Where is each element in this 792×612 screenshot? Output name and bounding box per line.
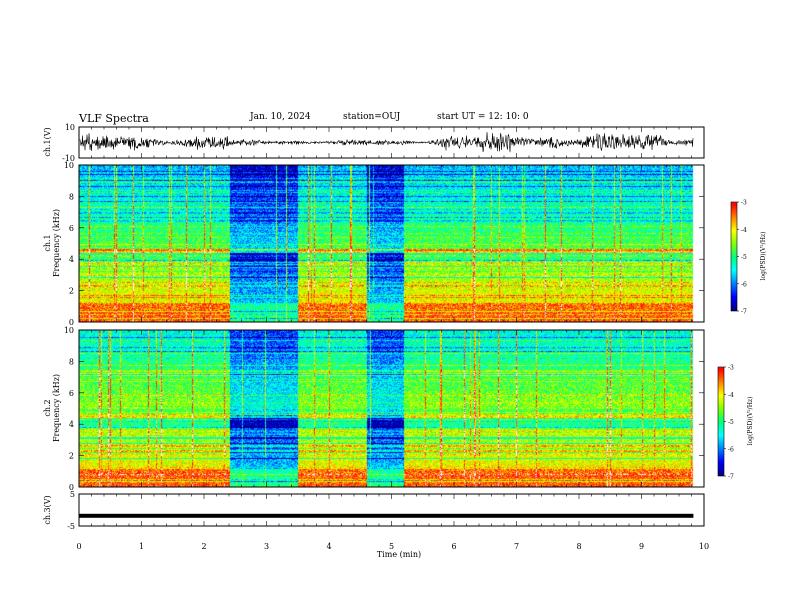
frequency-tick-label: 0: [69, 318, 74, 327]
ch2-colorbar: -3 -4 -5 -6 -7 log(PSD)(V²/Hz): [717, 365, 754, 481]
ch1-ytick-bottom: -10: [62, 154, 75, 163]
time-tick-label: 9: [639, 542, 644, 551]
time-tick-label: 5: [389, 542, 394, 551]
date-label: Jan. 10, 2024: [250, 112, 311, 122]
frequency-tick-label: 4: [69, 420, 74, 429]
ch1-colorbar: -3 -4 -5 -6 -7 log(PSD)(V²/Hz): [730, 200, 767, 316]
colorbar-tick-label: -5: [728, 419, 734, 426]
ch1-spectrogram-panel: 0 2 4 6 8 10 ch.1 Frequency (kHz): [43, 161, 705, 327]
colorbar-tick-label: -6: [728, 446, 734, 453]
colorbar-tick-label: -3: [741, 200, 747, 207]
frequency-tick-label: 6: [69, 224, 74, 233]
ch2-colorbar-scale: [718, 367, 724, 476]
time-tick-label: 4: [326, 542, 331, 551]
time-tick-label: 6: [451, 542, 456, 551]
frequency-tick-label: 8: [69, 192, 74, 201]
ch3-waveform-ylabel: ch.3(V): [43, 495, 52, 524]
frequency-tick-label: 6: [69, 389, 74, 398]
ch1-spectrogram-ylabel-line1: ch.1: [43, 234, 52, 251]
ch1-spectrogram-image: [79, 165, 704, 322]
time-tick-label: 8: [576, 542, 581, 551]
frequency-tick-label: 8: [69, 357, 74, 366]
ch1-ytick-top: 10: [65, 123, 75, 132]
frequency-tick-label: 10: [64, 326, 74, 335]
ch2-spectrogram-ylabel-line2: Frequency (kHz): [52, 374, 61, 442]
colorbar-tick-label: -4: [741, 227, 747, 234]
ch1-colorbar-label: log(PSD)(V²/Hz): [760, 232, 767, 281]
ch3-ytick-bottom: -5: [67, 522, 75, 531]
ch2-spectrogram-image: [79, 330, 704, 487]
time-tick-label: 2: [201, 542, 206, 551]
ch3-waveform-panel: 5 -5 ch.3(V) 0 1 2 3 4 5 6 7 8 9 10 Time (min): [43, 490, 709, 559]
ch2-colorbar-label: log(PSD)(V²/Hz): [747, 397, 754, 446]
frequency-tick-label: 4: [69, 255, 74, 264]
ch1-waveform-trace: [79, 132, 694, 153]
frequency-tick-label: 0: [69, 483, 74, 492]
ch3-waveform-trace: [79, 513, 694, 518]
figure-title: VLF Spectra: [79, 112, 149, 125]
time-tick-label: 10: [699, 542, 709, 551]
ch1-waveform-panel: 10 -10 ch.1(V): [43, 123, 705, 163]
colorbar-tick-label: -3: [728, 365, 734, 372]
ch2-spectrogram-ylabel-line1: ch.2: [43, 399, 52, 416]
time-axis-label: Time (min): [377, 550, 421, 559]
colorbar-tick-label: -7: [728, 474, 734, 481]
time-tick-label: 0: [76, 542, 81, 551]
ch1-waveform-ylabel: ch.1(V): [43, 127, 52, 156]
ch1-spectrogram-ylabel-line2: Frequency (kHz): [52, 209, 61, 277]
ch1-colorbar-scale: [731, 202, 737, 311]
time-tick-label: 3: [264, 542, 269, 551]
time-tick-label: 7: [514, 542, 519, 551]
frequency-tick-label: 10: [64, 161, 74, 170]
colorbar-tick-label: -7: [741, 309, 747, 316]
colorbar-tick-label: -5: [741, 254, 747, 261]
colorbar-tick-label: -4: [728, 392, 734, 399]
colorbar-tick-label: -6: [741, 281, 747, 288]
station-label: station=OUJ: [343, 112, 401, 122]
start-time-label: start UT = 12: 10: 0: [437, 112, 529, 122]
ch3-ytick-top: 5: [70, 490, 75, 499]
time-tick-label: 1: [139, 542, 144, 551]
ch2-spectrogram-panel: 0 2 4 6 8 10 ch.2 Frequency (kHz): [43, 326, 705, 492]
frequency-tick-label: 2: [69, 452, 74, 461]
frequency-tick-label: 2: [69, 287, 74, 296]
